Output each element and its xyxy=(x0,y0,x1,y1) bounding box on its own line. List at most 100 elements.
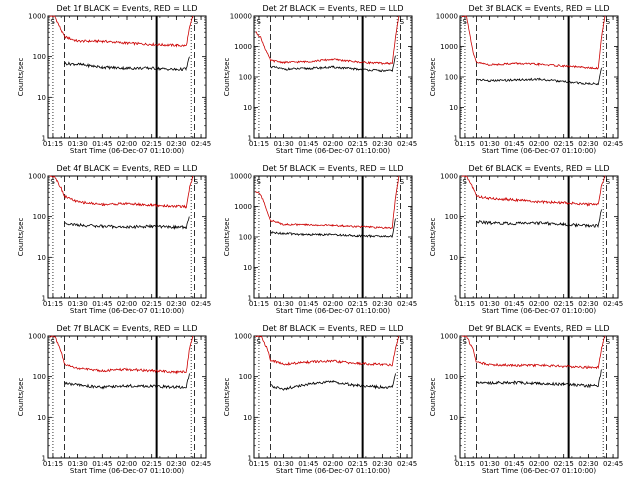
x-axis-label: Start Time (06-Dec-07 01:10:00) xyxy=(70,307,184,314)
x-tick-label: 02:00 xyxy=(323,140,343,148)
detector-panel-4: Det 4f BLACK = Events, RED = LLD 1 10 100 10… xyxy=(17,164,211,314)
y-tick-label: 10 xyxy=(243,104,252,112)
plot-frame xyxy=(459,335,619,459)
x-tick-label: 02:45 xyxy=(191,460,211,468)
x-tick-label: 02:30 xyxy=(166,460,186,468)
y-axis-label: Counts/sec xyxy=(223,58,231,97)
x-tick-label: 02:00 xyxy=(529,140,549,148)
x-tick-label: 02:30 xyxy=(166,300,186,308)
x-tick-label: 02:45 xyxy=(397,300,417,308)
x-tick-label: 02:45 xyxy=(603,140,623,148)
plot-frame xyxy=(253,335,413,459)
start-stop-marker: S xyxy=(256,338,261,346)
x-tick-label: 01:30 xyxy=(68,460,88,468)
x-tick-label: 01:15 xyxy=(249,300,269,308)
x-tick-label: 01:45 xyxy=(298,140,318,148)
panel-title: Det 4f BLACK = Events, RED = LLD xyxy=(56,164,197,173)
y-axis-label: Counts/sec xyxy=(17,378,25,417)
x-tick-label: 01:15 xyxy=(455,300,475,308)
start-stop-marker: S xyxy=(194,178,199,186)
y-tick-label: 1000 xyxy=(234,203,252,211)
start-stop-marker: S xyxy=(462,18,467,26)
x-tick-label: 01:45 xyxy=(298,300,318,308)
events-series-line xyxy=(270,373,396,391)
x-tick-label: 01:30 xyxy=(68,300,88,308)
lld-series-line xyxy=(49,15,194,48)
events-series-line xyxy=(476,369,602,389)
lld-series-line xyxy=(49,175,194,209)
x-tick-label: 02:45 xyxy=(191,300,211,308)
y-axis-label: Counts/sec xyxy=(223,218,231,257)
x-tick-label: 02:15 xyxy=(554,460,574,468)
y-axis-label: Counts/sec xyxy=(429,218,437,257)
x-tick-label: 01:30 xyxy=(480,460,500,468)
start-stop-marker: S xyxy=(256,178,261,186)
y-tick-label: 100 xyxy=(33,213,46,221)
y-tick-label: 1 xyxy=(248,135,252,143)
start-stop-marker: S xyxy=(462,178,467,186)
x-tick-label: 01:45 xyxy=(298,460,318,468)
events-series-line xyxy=(270,218,396,239)
y-tick-label: 1000 xyxy=(234,43,252,51)
panel-title: Det 9f BLACK = Events, RED = LLD xyxy=(468,324,609,333)
start-stop-marker: S xyxy=(50,18,55,26)
start-stop-marker: S xyxy=(400,178,405,186)
y-axis-label: Counts/sec xyxy=(17,58,25,97)
x-tick-label: 02:45 xyxy=(397,460,417,468)
y-tick-label: 1000 xyxy=(234,333,252,341)
detector-panel-2: Det 2f BLACK = Events, RED = LLD 1 10 100 10… xyxy=(223,4,417,154)
events-series-line xyxy=(476,67,602,86)
x-tick-label: 02:00 xyxy=(529,460,549,468)
lld-series-line xyxy=(255,335,400,367)
y-axis-label: Counts/sec xyxy=(223,378,231,417)
x-axis-label: Start Time (06-Dec-07 01:10:00) xyxy=(70,467,184,474)
start-stop-marker: S xyxy=(400,338,405,346)
x-tick-label: 01:30 xyxy=(274,140,294,148)
x-tick-label: 01:45 xyxy=(92,460,112,468)
x-axis-label: Start Time (06-Dec-07 01:10:00) xyxy=(276,147,390,154)
start-stop-marker: S xyxy=(194,18,199,26)
x-tick-label: 01:30 xyxy=(68,140,88,148)
start-stop-marker: S xyxy=(606,18,611,26)
x-tick-label: 02:15 xyxy=(348,140,368,148)
lld-series-line xyxy=(461,335,606,370)
y-tick-label: 100 xyxy=(445,74,458,82)
detector-panel-8: Det 8f BLACK = Events, RED = LLD 1 10 100 10… xyxy=(223,324,417,474)
y-tick-label: 1 xyxy=(454,295,458,303)
y-tick-label: 100 xyxy=(239,234,252,242)
y-axis-label: Counts/sec xyxy=(429,58,437,97)
y-tick-label: 100 xyxy=(239,74,252,82)
events-series-line xyxy=(64,216,190,230)
y-tick-label: 10 xyxy=(449,414,458,422)
lld-series-line xyxy=(255,15,400,66)
detector-panel-3: Det 3f BLACK = Events, RED = LLD 1 10 100 10… xyxy=(429,4,623,154)
start-stop-marker: S xyxy=(462,338,467,346)
panel-title: Det 1f BLACK = Events, RED = LLD xyxy=(56,4,197,13)
start-stop-marker: S xyxy=(50,338,55,346)
y-tick-label: 10 xyxy=(449,104,458,112)
y-tick-label: 1 xyxy=(42,295,46,303)
x-tick-label: 02:45 xyxy=(603,460,623,468)
y-tick-label: 1000 xyxy=(28,333,46,341)
y-tick-label: 10 xyxy=(449,254,458,262)
y-tick-label: 10 xyxy=(37,254,46,262)
x-tick-label: 01:45 xyxy=(504,300,524,308)
start-stop-marker: S xyxy=(50,178,55,186)
x-tick-label: 02:30 xyxy=(372,300,392,308)
y-tick-label: 1000 xyxy=(28,173,46,181)
detector-panel-1: Det 1f BLACK = Events, RED = LLD 1 10 100 10… xyxy=(17,4,211,154)
panel-title: Det 5f BLACK = Events, RED = LLD xyxy=(262,164,403,173)
plot-frame xyxy=(47,175,207,299)
detector-panel-6: Det 6f BLACK = Events, RED = LLD 1 10 100 10… xyxy=(429,164,623,314)
y-tick-label: 100 xyxy=(445,213,458,221)
detector-panel-9: Det 9f BLACK = Events, RED = LLD 1 10 100 10… xyxy=(429,324,623,474)
y-axis-label: Counts/sec xyxy=(429,378,437,417)
lld-series-line xyxy=(461,15,606,70)
x-tick-label: 02:15 xyxy=(142,140,162,148)
start-stop-marker: S xyxy=(606,338,611,346)
x-tick-label: 01:45 xyxy=(504,140,524,148)
x-tick-label: 01:15 xyxy=(455,140,475,148)
x-axis-label: Start Time (06-Dec-07 01:10:00) xyxy=(70,147,184,154)
x-tick-label: 02:30 xyxy=(372,140,392,148)
panel-title: Det 7f BLACK = Events, RED = LLD xyxy=(56,324,197,333)
